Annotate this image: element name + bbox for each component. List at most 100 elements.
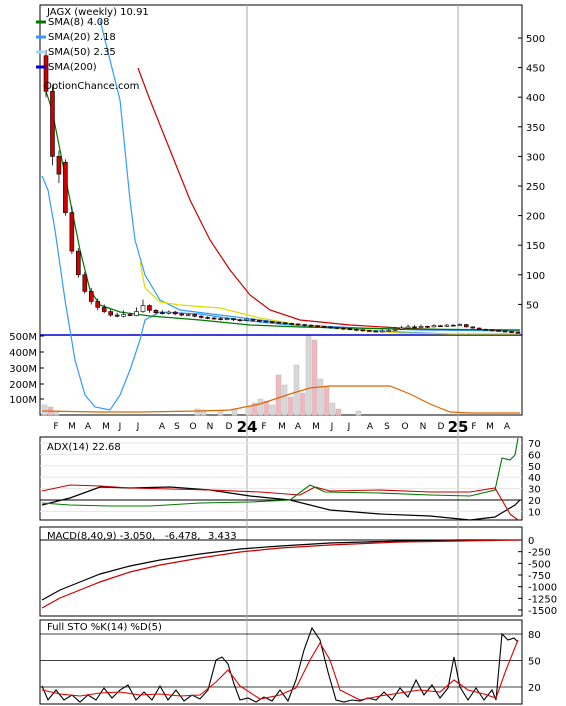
candle-body [43, 55, 49, 92]
macd-tick-label: -500 [528, 559, 551, 570]
candle-body [354, 328, 359, 331]
candle-body [250, 318, 256, 321]
price-tick-label: 200 [526, 212, 545, 223]
macd-line [41, 539, 520, 601]
watermark-text: OptionChance.com [44, 81, 139, 92]
candle-body [366, 330, 372, 332]
candle-body [496, 330, 501, 332]
macd-tick-label: 0 [528, 536, 534, 547]
candle-body [308, 324, 314, 327]
candle-body [69, 212, 75, 252]
price-title: JAGX (weekly) 10.91 [46, 7, 149, 18]
x-month-label: J [330, 422, 334, 432]
sto-panel [39, 619, 523, 705]
volume-bar [275, 374, 282, 416]
volume-bar [287, 396, 294, 416]
candle-body [127, 314, 133, 316]
legend-entry: SMA(200) [48, 62, 97, 73]
candle-body [282, 322, 288, 325]
x-month-label: A [295, 422, 302, 432]
candle-body [237, 319, 243, 322]
candle-body [257, 320, 262, 322]
x-month-label: J [118, 422, 122, 432]
sto-k-line [41, 626, 519, 703]
candle-body [438, 325, 443, 328]
macd-tick-label: -1000 [528, 583, 557, 594]
volume-bar [200, 409, 207, 416]
volume-bar [355, 410, 362, 416]
sto-tick-label: 80 [528, 630, 541, 641]
price-tick-label: 300 [526, 152, 545, 163]
candle-body [379, 330, 385, 333]
candle-body [302, 324, 307, 326]
candle-body [315, 325, 320, 328]
adx-tick-label: 70 [528, 439, 541, 450]
volume-bar [251, 402, 258, 416]
candle-body [95, 301, 101, 308]
candle-body [218, 318, 223, 320]
volume-bar [317, 378, 324, 416]
candle-body [483, 328, 488, 331]
candle-body [160, 312, 165, 314]
candle-body [295, 323, 301, 326]
x-month-label: M [102, 422, 110, 432]
candle-body [244, 318, 249, 321]
candle-body [50, 90, 55, 157]
candle-body [360, 329, 366, 332]
candle-body [321, 326, 327, 328]
macd-tick-label: -1250 [528, 594, 557, 605]
sma8-line [43, 84, 521, 331]
candle-body [231, 318, 236, 321]
x-month-label: D [226, 422, 233, 432]
x-year-label: 25 [448, 418, 469, 436]
candle-body [205, 317, 210, 319]
di-plus-line [41, 437, 519, 507]
candle-body [431, 325, 437, 328]
volume-tick-label: 500M [9, 332, 37, 343]
volume-bar [293, 364, 300, 416]
adx-tick-label: 60 [528, 450, 541, 461]
sto-tick-label: 50 [528, 657, 541, 668]
candle-body [515, 331, 521, 334]
volume-tick-label: 100M [9, 395, 37, 406]
x-month-label: S [384, 422, 390, 432]
sma-red-line [137, 67, 521, 332]
price-tick-label: 500 [526, 34, 545, 45]
adx-panel [39, 436, 523, 521]
candle-body [166, 311, 172, 314]
adx-tick-label: 20 [528, 496, 541, 507]
adx-title: ADX(14) 22.68 [47, 442, 121, 453]
candle-body [153, 310, 159, 313]
candle-body [140, 305, 146, 312]
macd-signal-value: -6.478, [165, 531, 200, 542]
candle-body [347, 328, 353, 330]
candle-body [334, 327, 340, 329]
candle-body [451, 324, 456, 327]
x-month-label: D [438, 422, 445, 432]
volume-bar [245, 406, 252, 416]
legend-entry: SMA(20) 2.18 [48, 32, 116, 43]
candle-body [289, 323, 294, 325]
macd-tick-label: -250 [528, 548, 551, 559]
volume-tick-label: 200M [9, 380, 37, 391]
price-tick-label: 350 [526, 123, 545, 134]
candle-body [56, 156, 62, 175]
candle-body [76, 250, 81, 276]
x-month-label: M [486, 422, 494, 432]
candle-body [392, 328, 398, 331]
candle-body [198, 315, 204, 318]
x-month-label: A [159, 422, 166, 432]
x-month-label: F [53, 422, 58, 432]
candle-body [179, 313, 185, 316]
x-month-label: J [347, 422, 351, 432]
candle-body [489, 329, 495, 332]
volume-bar [269, 404, 276, 416]
candle-body [476, 327, 482, 330]
adx-tick-label: 10 [528, 507, 541, 518]
sma-yellow-line [139, 261, 520, 335]
x-month-label: O [401, 422, 408, 432]
x-month-label: M [312, 422, 320, 432]
volume-bar [311, 339, 318, 416]
di-minus-line [41, 484, 519, 521]
